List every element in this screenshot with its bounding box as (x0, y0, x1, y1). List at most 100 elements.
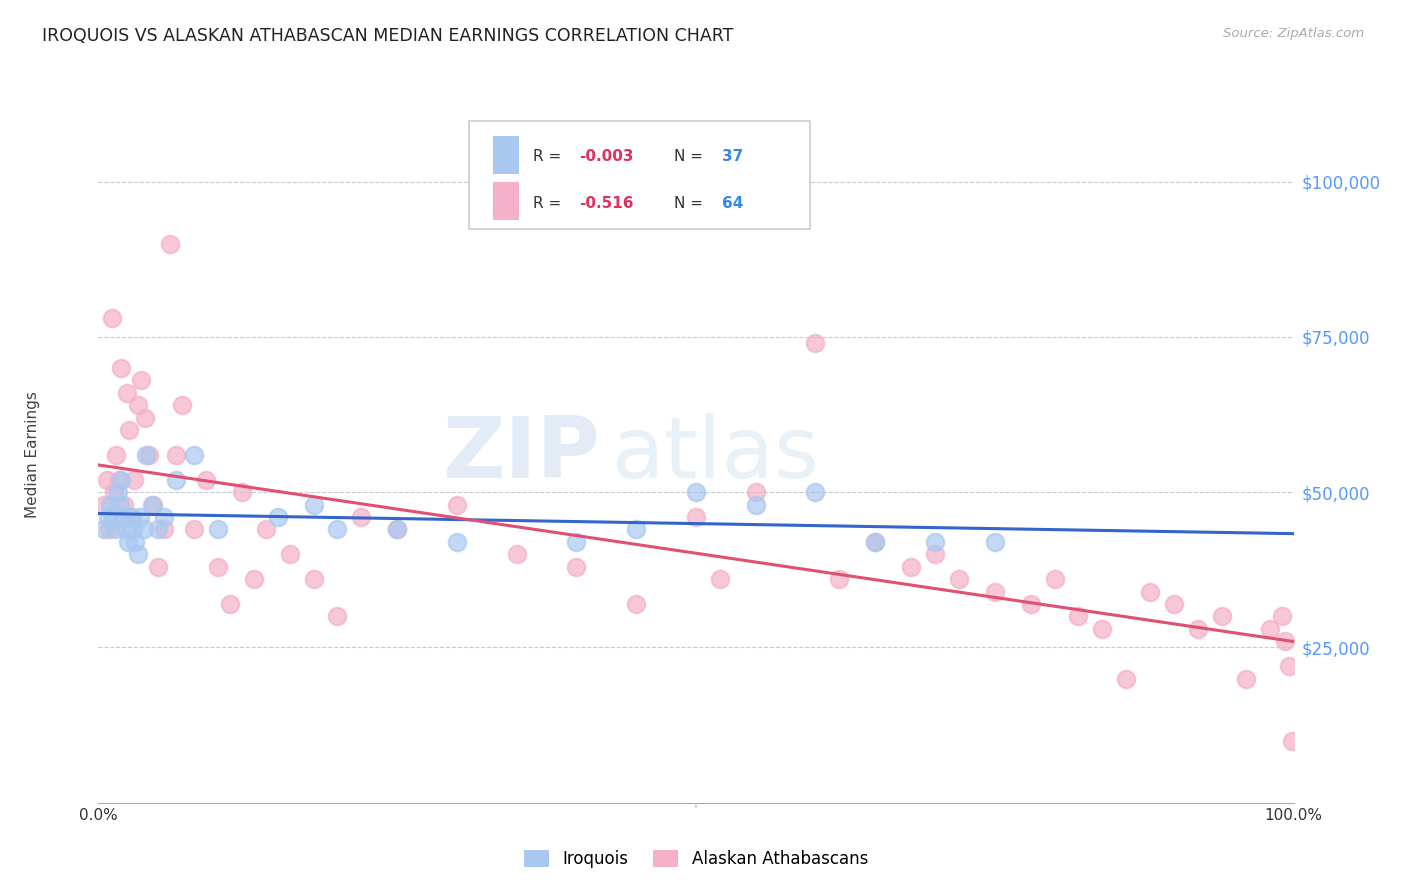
Text: R =: R = (533, 195, 571, 211)
Point (98, 523, 121, 537)
Point (1139, 584, 1161, 599)
Point (134, 410, 156, 425)
Point (1278, 659, 1301, 673)
Point (121, 510, 143, 524)
Point (1271, 609, 1294, 624)
Point (101, 510, 124, 524)
Point (243, 572, 266, 586)
Point (1211, 609, 1233, 624)
Point (115, 385, 138, 400)
Point (1274, 634, 1296, 648)
Point (165, 473, 187, 487)
Point (948, 572, 970, 586)
Point (302, 498, 325, 512)
Text: R =: R = (533, 149, 567, 164)
Point (924, 547, 946, 561)
Point (326, 609, 349, 624)
Point (302, 572, 325, 586)
Point (1163, 597, 1185, 611)
Text: IROQUOIS VS ALASKAN ATHABASCAN MEDIAN EARNINGS CORRELATION CHART: IROQUOIS VS ALASKAN ATHABASCAN MEDIAN EA… (42, 27, 734, 45)
Point (219, 597, 242, 611)
Point (685, 485, 707, 500)
Point (804, 336, 827, 351)
Point (1234, 672, 1257, 686)
Point (132, 523, 155, 537)
Point (863, 534, 887, 549)
Point (98, 498, 122, 512)
Point (626, 523, 648, 537)
Point (124, 534, 146, 549)
Point (207, 523, 229, 537)
Legend: Iroquois, Alaskan Athabascans: Iroquois, Alaskan Athabascans (517, 843, 875, 874)
Point (93, 523, 115, 537)
Point (804, 485, 827, 500)
Point (267, 510, 290, 524)
Point (153, 510, 176, 524)
Point (385, 523, 409, 537)
Point (194, 473, 218, 487)
Point (107, 485, 129, 500)
Point (924, 534, 946, 549)
Point (115, 523, 138, 537)
Point (1043, 572, 1066, 586)
FancyBboxPatch shape (494, 136, 519, 174)
Point (104, 523, 127, 537)
Point (828, 572, 851, 586)
Point (129, 510, 152, 524)
Point (120, 510, 142, 524)
Point (1115, 672, 1137, 686)
Point (1067, 609, 1090, 624)
Point (105, 448, 128, 462)
Point (172, 398, 194, 412)
Point (108, 498, 131, 512)
Point (709, 572, 731, 586)
Point (97, 510, 120, 524)
Text: 37: 37 (723, 149, 744, 164)
Point (278, 547, 301, 561)
Text: atlas: atlas (613, 413, 820, 497)
Point (142, 498, 165, 512)
Point (231, 485, 253, 500)
Point (103, 485, 125, 500)
Point (685, 510, 707, 524)
Point (183, 523, 205, 537)
Text: Median Earnings: Median Earnings (25, 392, 41, 518)
FancyBboxPatch shape (470, 121, 810, 229)
Point (1019, 597, 1042, 611)
Point (127, 398, 149, 412)
Point (153, 523, 176, 537)
Point (112, 498, 135, 512)
Point (350, 510, 373, 524)
Text: -0.003: -0.003 (579, 149, 633, 164)
Point (745, 485, 768, 500)
Point (1258, 622, 1281, 636)
Text: N =: N = (675, 149, 709, 164)
Point (626, 597, 648, 611)
Point (110, 360, 132, 375)
Point (385, 523, 409, 537)
Point (984, 584, 1007, 599)
Point (141, 498, 163, 512)
Point (124, 473, 146, 487)
Point (1281, 733, 1303, 747)
Point (745, 498, 768, 512)
Point (148, 559, 170, 574)
Point (131, 373, 153, 387)
Point (122, 523, 145, 537)
Point (565, 559, 588, 574)
Text: ZIP: ZIP (443, 413, 600, 497)
Point (506, 547, 529, 561)
Point (93, 498, 115, 512)
Point (96, 473, 118, 487)
Point (900, 559, 922, 574)
Point (135, 448, 157, 462)
Point (127, 547, 149, 561)
Point (984, 534, 1007, 549)
Point (446, 534, 468, 549)
Text: -0.516: -0.516 (579, 195, 633, 211)
Point (112, 510, 135, 524)
Text: Source: ZipAtlas.com: Source: ZipAtlas.com (1223, 27, 1364, 40)
Text: N =: N = (675, 195, 709, 211)
Point (326, 523, 349, 537)
Point (1091, 622, 1114, 636)
